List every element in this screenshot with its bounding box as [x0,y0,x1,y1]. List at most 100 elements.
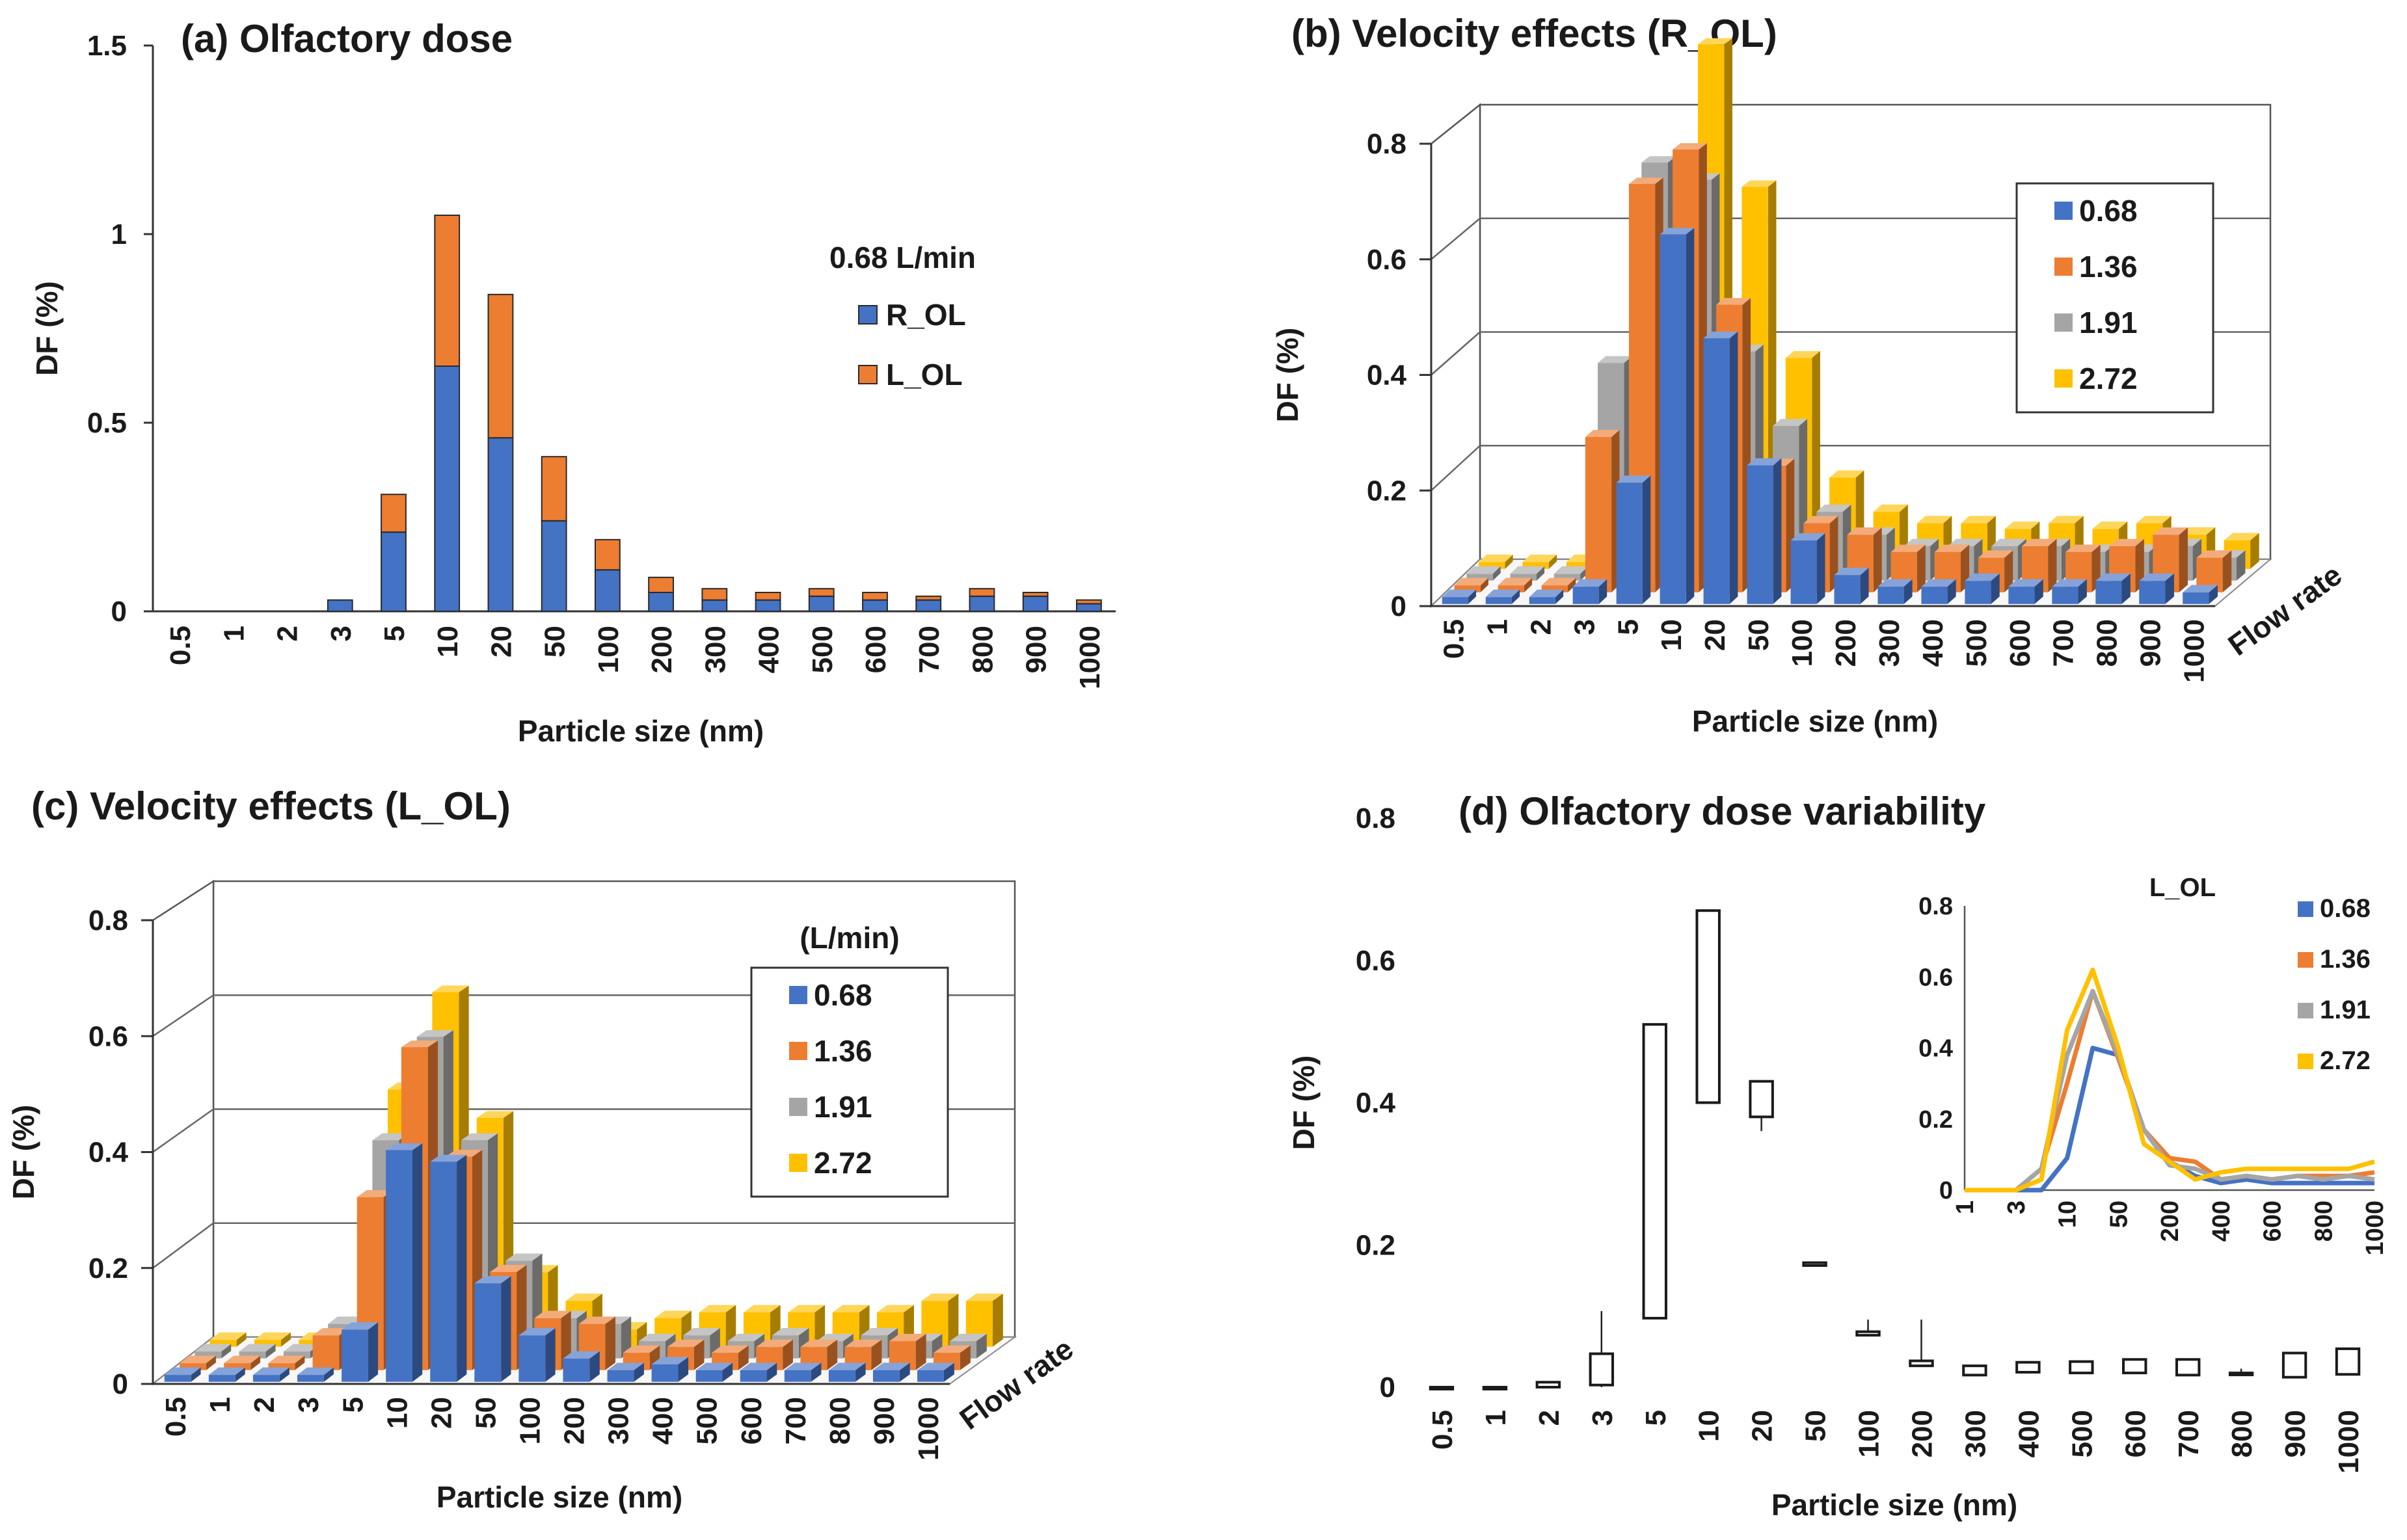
panel-c-x-tick-label: 300 [603,1397,635,1444]
panel-a-bar-r-ol [969,595,995,612]
bar-top-face [2052,579,2087,587]
panel-b-x-tick-label: 2 [1525,619,1557,635]
panel-d-box [1749,1080,1774,1119]
panel-a-x-tick-label: 1 [218,626,250,641]
panel-b-x-tick-label: 1000 [2179,619,2211,683]
panel-c-bar-2-72 [209,1332,247,1347]
bar-top-face [727,1333,765,1342]
panel-d-x-tick-label: 800 [2226,1410,2258,1457]
bar-top-face [816,1333,854,1342]
bar-side-face [1468,589,1477,604]
bar-front-face [518,1335,546,1382]
panel-a-bar-r-ol [1075,603,1102,613]
panel-b-x-tick-label: 700 [2048,619,2080,667]
bar-front-face [1790,540,1817,604]
bar-side-face [2048,538,2057,592]
bar-top-face [416,1030,453,1037]
panel-a-bar-r-ol [381,531,407,613]
panel-d-x-tick-label: 5 [1640,1410,1672,1426]
bar-top-face [565,1294,602,1301]
panel-d-box [2015,1361,2041,1374]
panel-d-inset-x-tick-label: 1 [1952,1201,1979,1214]
bar-top-face [1978,550,2013,558]
panel-a-y-tick-label: 0 [111,596,127,628]
bar-top-face [1847,527,1882,535]
panel-a-bar-r-ol [808,595,835,612]
bar-top-face [164,1367,201,1375]
bar-top-face [2180,527,2216,535]
panel-b-y-tick-label: 0.4 [1367,360,1407,392]
panel-d-box [2175,1358,2201,1377]
panel-c-x-tick-label: 200 [559,1397,591,1444]
bar-top-face [2183,585,2218,592]
bar-side-face [1873,527,1882,592]
panel-a-bar-l-ol [755,592,781,601]
panel-b-3d-bar-chart: (b) Velocity effects (R_OL) 0 0.2 0.4 0.6 0.8… [1271,12,2348,738]
panel-d-inset-x-tick-label: 600 [2259,1201,2287,1241]
panel-d-x-tick-label: 700 [2173,1410,2205,1457]
bar-front-face [2008,587,2035,604]
bar-top-face [949,1333,987,1342]
bar-top-face [401,1040,438,1048]
panel-c-side-wall [152,879,215,1386]
bar-top-face [667,1339,705,1348]
bar-top-face [889,1334,926,1342]
bar-top-face [872,1362,910,1370]
panel-b-y-tick-label: 0.2 [1367,475,1406,507]
panel-c-bar-0-68 [917,1362,954,1382]
bar-top-face [639,1333,676,1342]
bar-side-face [827,1339,838,1370]
panel-b-x-tick-label: 600 [2004,619,2036,667]
bar-top-face [2095,573,2131,581]
bar-side-face [814,1305,826,1347]
bar-top-face [1703,331,1738,339]
panel-d-y-tick-label: 0 [1380,1372,1395,1403]
panel-b-x-tick-label: 400 [1917,619,1949,667]
bar-side-face [634,1362,644,1382]
panel-c-x-tick-label: 1 [204,1397,236,1413]
bar-side-face [589,1351,600,1382]
panel-b-bar-0-68 [1790,533,1825,604]
panel-b-bar-0-68 [1703,331,1738,604]
bar-side-face [1548,554,1557,569]
bar-top-face [1829,470,1864,478]
panel-a-bar-l-ol [434,215,461,367]
bar-top-face [800,1339,838,1348]
panel-d-inset-y-tick-label: 0.4 [1918,1035,1953,1063]
panel-d-box [1589,1352,1615,1387]
bar-top-face [712,1345,749,1353]
panel-d-x-tick-label: 500 [2066,1410,2098,1457]
panel-d-box [1802,1261,1827,1267]
bar-front-face [386,1150,413,1382]
panel-a-y-tick-label: 0.5 [87,407,127,439]
panel-a-bar-l-ol [541,456,567,522]
bar-top-face [683,1328,720,1336]
bar-side-face [280,1332,291,1347]
bar-side-face [2222,550,2232,592]
bar-front-face [1921,587,1948,604]
bar-side-face [1947,579,1956,604]
panel-d-inset-legend-swatch [2298,952,2313,968]
panel-a-title: (a) Olfactory dose [181,17,513,60]
bar-side-face [722,1362,733,1382]
panel-c-legend-label: 1.91 [814,1090,872,1124]
bar-side-face [501,1276,511,1382]
panel-c-legend-title: (L/min) [800,921,899,955]
panel-b-legend-label: 2.72 [2079,362,2138,395]
bar-top-face [933,1345,971,1353]
panel-d-box [1482,1386,1508,1390]
panel-b-bar-0-68 [2008,579,2043,604]
bar-top-face [312,1328,349,1336]
bar-side-face [2034,579,2043,604]
panel-c-bar-0-68 [386,1143,423,1382]
panel-a-x-tick-label: 0.5 [165,626,196,665]
panel-d-box [2122,1358,2147,1375]
panel-b-bar-0-68 [1921,579,1956,604]
panel-d-x-tick-label: 200 [1906,1410,1938,1457]
bar-side-face [960,1345,971,1370]
panel-d-inset-legend-label: 0.68 [2320,894,2371,923]
panel-d-inset-legend-label: 2.72 [2320,1046,2371,1075]
panel-a-legend-label: R_OL [886,298,966,332]
panel-a-bar-r-ol [862,599,888,612]
